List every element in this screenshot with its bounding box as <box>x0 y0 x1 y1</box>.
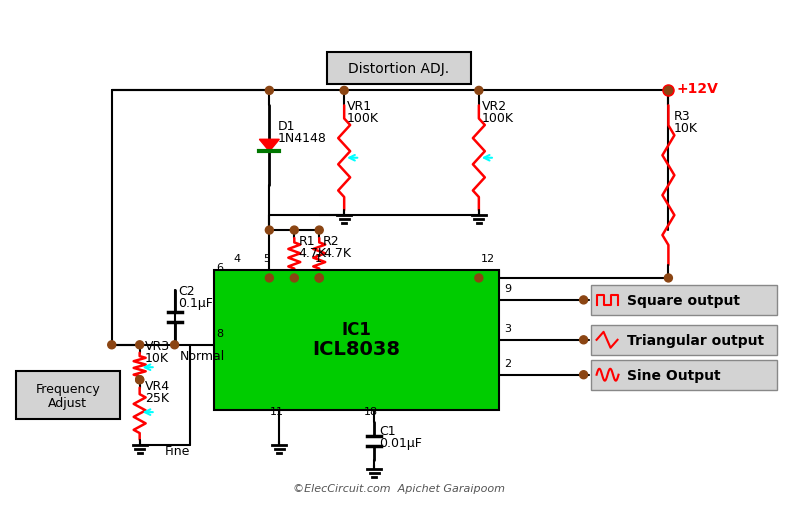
Text: 100K: 100K <box>347 112 379 125</box>
Text: 2: 2 <box>504 359 511 369</box>
Text: 18: 18 <box>364 407 378 417</box>
Text: 12: 12 <box>481 254 495 264</box>
Text: 10K: 10K <box>145 352 169 365</box>
Text: 4.7K: 4.7K <box>298 247 326 260</box>
Circle shape <box>316 274 324 282</box>
Text: Triangular output: Triangular output <box>626 334 763 348</box>
Text: ICL8038: ICL8038 <box>312 340 400 359</box>
Text: Normal: Normal <box>179 350 225 363</box>
Text: ©ElecCircuit.com  Apichet Garaipoom: ©ElecCircuit.com Apichet Garaipoom <box>293 484 505 495</box>
Text: Frequency: Frequency <box>35 383 100 396</box>
Circle shape <box>580 371 588 379</box>
Text: VR3: VR3 <box>145 340 170 353</box>
Circle shape <box>316 274 324 282</box>
Text: 25K: 25K <box>145 391 169 405</box>
Text: 0.1μF: 0.1μF <box>179 297 213 310</box>
Text: Adjust: Adjust <box>48 397 87 410</box>
Circle shape <box>171 341 179 349</box>
Text: Sine Output: Sine Output <box>626 369 720 383</box>
FancyBboxPatch shape <box>590 325 777 355</box>
Text: R2: R2 <box>324 235 340 248</box>
FancyBboxPatch shape <box>328 52 471 85</box>
Circle shape <box>290 274 298 282</box>
Circle shape <box>135 341 143 349</box>
Text: 5: 5 <box>264 254 271 264</box>
Text: VR2: VR2 <box>482 101 507 113</box>
Text: 100K: 100K <box>482 112 514 125</box>
Circle shape <box>265 226 273 234</box>
Text: 4.7K: 4.7K <box>324 247 351 260</box>
FancyBboxPatch shape <box>16 371 119 419</box>
Text: 9: 9 <box>504 284 511 294</box>
Text: +12V: +12V <box>676 83 718 96</box>
Circle shape <box>108 341 115 349</box>
Text: C2: C2 <box>179 285 195 298</box>
Circle shape <box>340 86 348 94</box>
Circle shape <box>290 226 298 234</box>
Text: 0.01μF: 0.01μF <box>379 437 422 449</box>
Text: VR4: VR4 <box>145 380 170 392</box>
Circle shape <box>135 376 143 384</box>
Text: R3: R3 <box>674 110 690 123</box>
Text: 8: 8 <box>216 329 223 339</box>
Text: 10K: 10K <box>674 122 698 135</box>
Text: 1N4148: 1N4148 <box>277 132 326 145</box>
FancyBboxPatch shape <box>590 285 777 315</box>
Circle shape <box>475 274 483 282</box>
Circle shape <box>475 86 483 94</box>
Text: R1: R1 <box>298 235 315 248</box>
Text: Square output: Square output <box>626 294 739 308</box>
Text: VR1: VR1 <box>347 101 372 113</box>
Text: D1: D1 <box>277 121 295 133</box>
Text: IC1: IC1 <box>342 321 372 339</box>
Circle shape <box>135 376 143 384</box>
Bar <box>215 270 499 410</box>
Text: 6: 6 <box>216 263 223 273</box>
Text: 11: 11 <box>269 407 284 417</box>
Circle shape <box>265 274 273 282</box>
Text: Fine: Fine <box>165 445 190 458</box>
Circle shape <box>580 296 588 304</box>
Circle shape <box>664 274 672 282</box>
Text: 4: 4 <box>233 254 240 264</box>
FancyBboxPatch shape <box>590 360 777 390</box>
Circle shape <box>265 86 273 94</box>
Text: 1: 1 <box>316 254 322 264</box>
Polygon shape <box>260 140 280 151</box>
Text: Distortion ADJ.: Distortion ADJ. <box>348 63 449 76</box>
Text: 3: 3 <box>504 324 511 334</box>
Circle shape <box>580 336 588 344</box>
Circle shape <box>664 86 672 94</box>
Text: C1: C1 <box>379 425 396 438</box>
Circle shape <box>316 226 324 234</box>
